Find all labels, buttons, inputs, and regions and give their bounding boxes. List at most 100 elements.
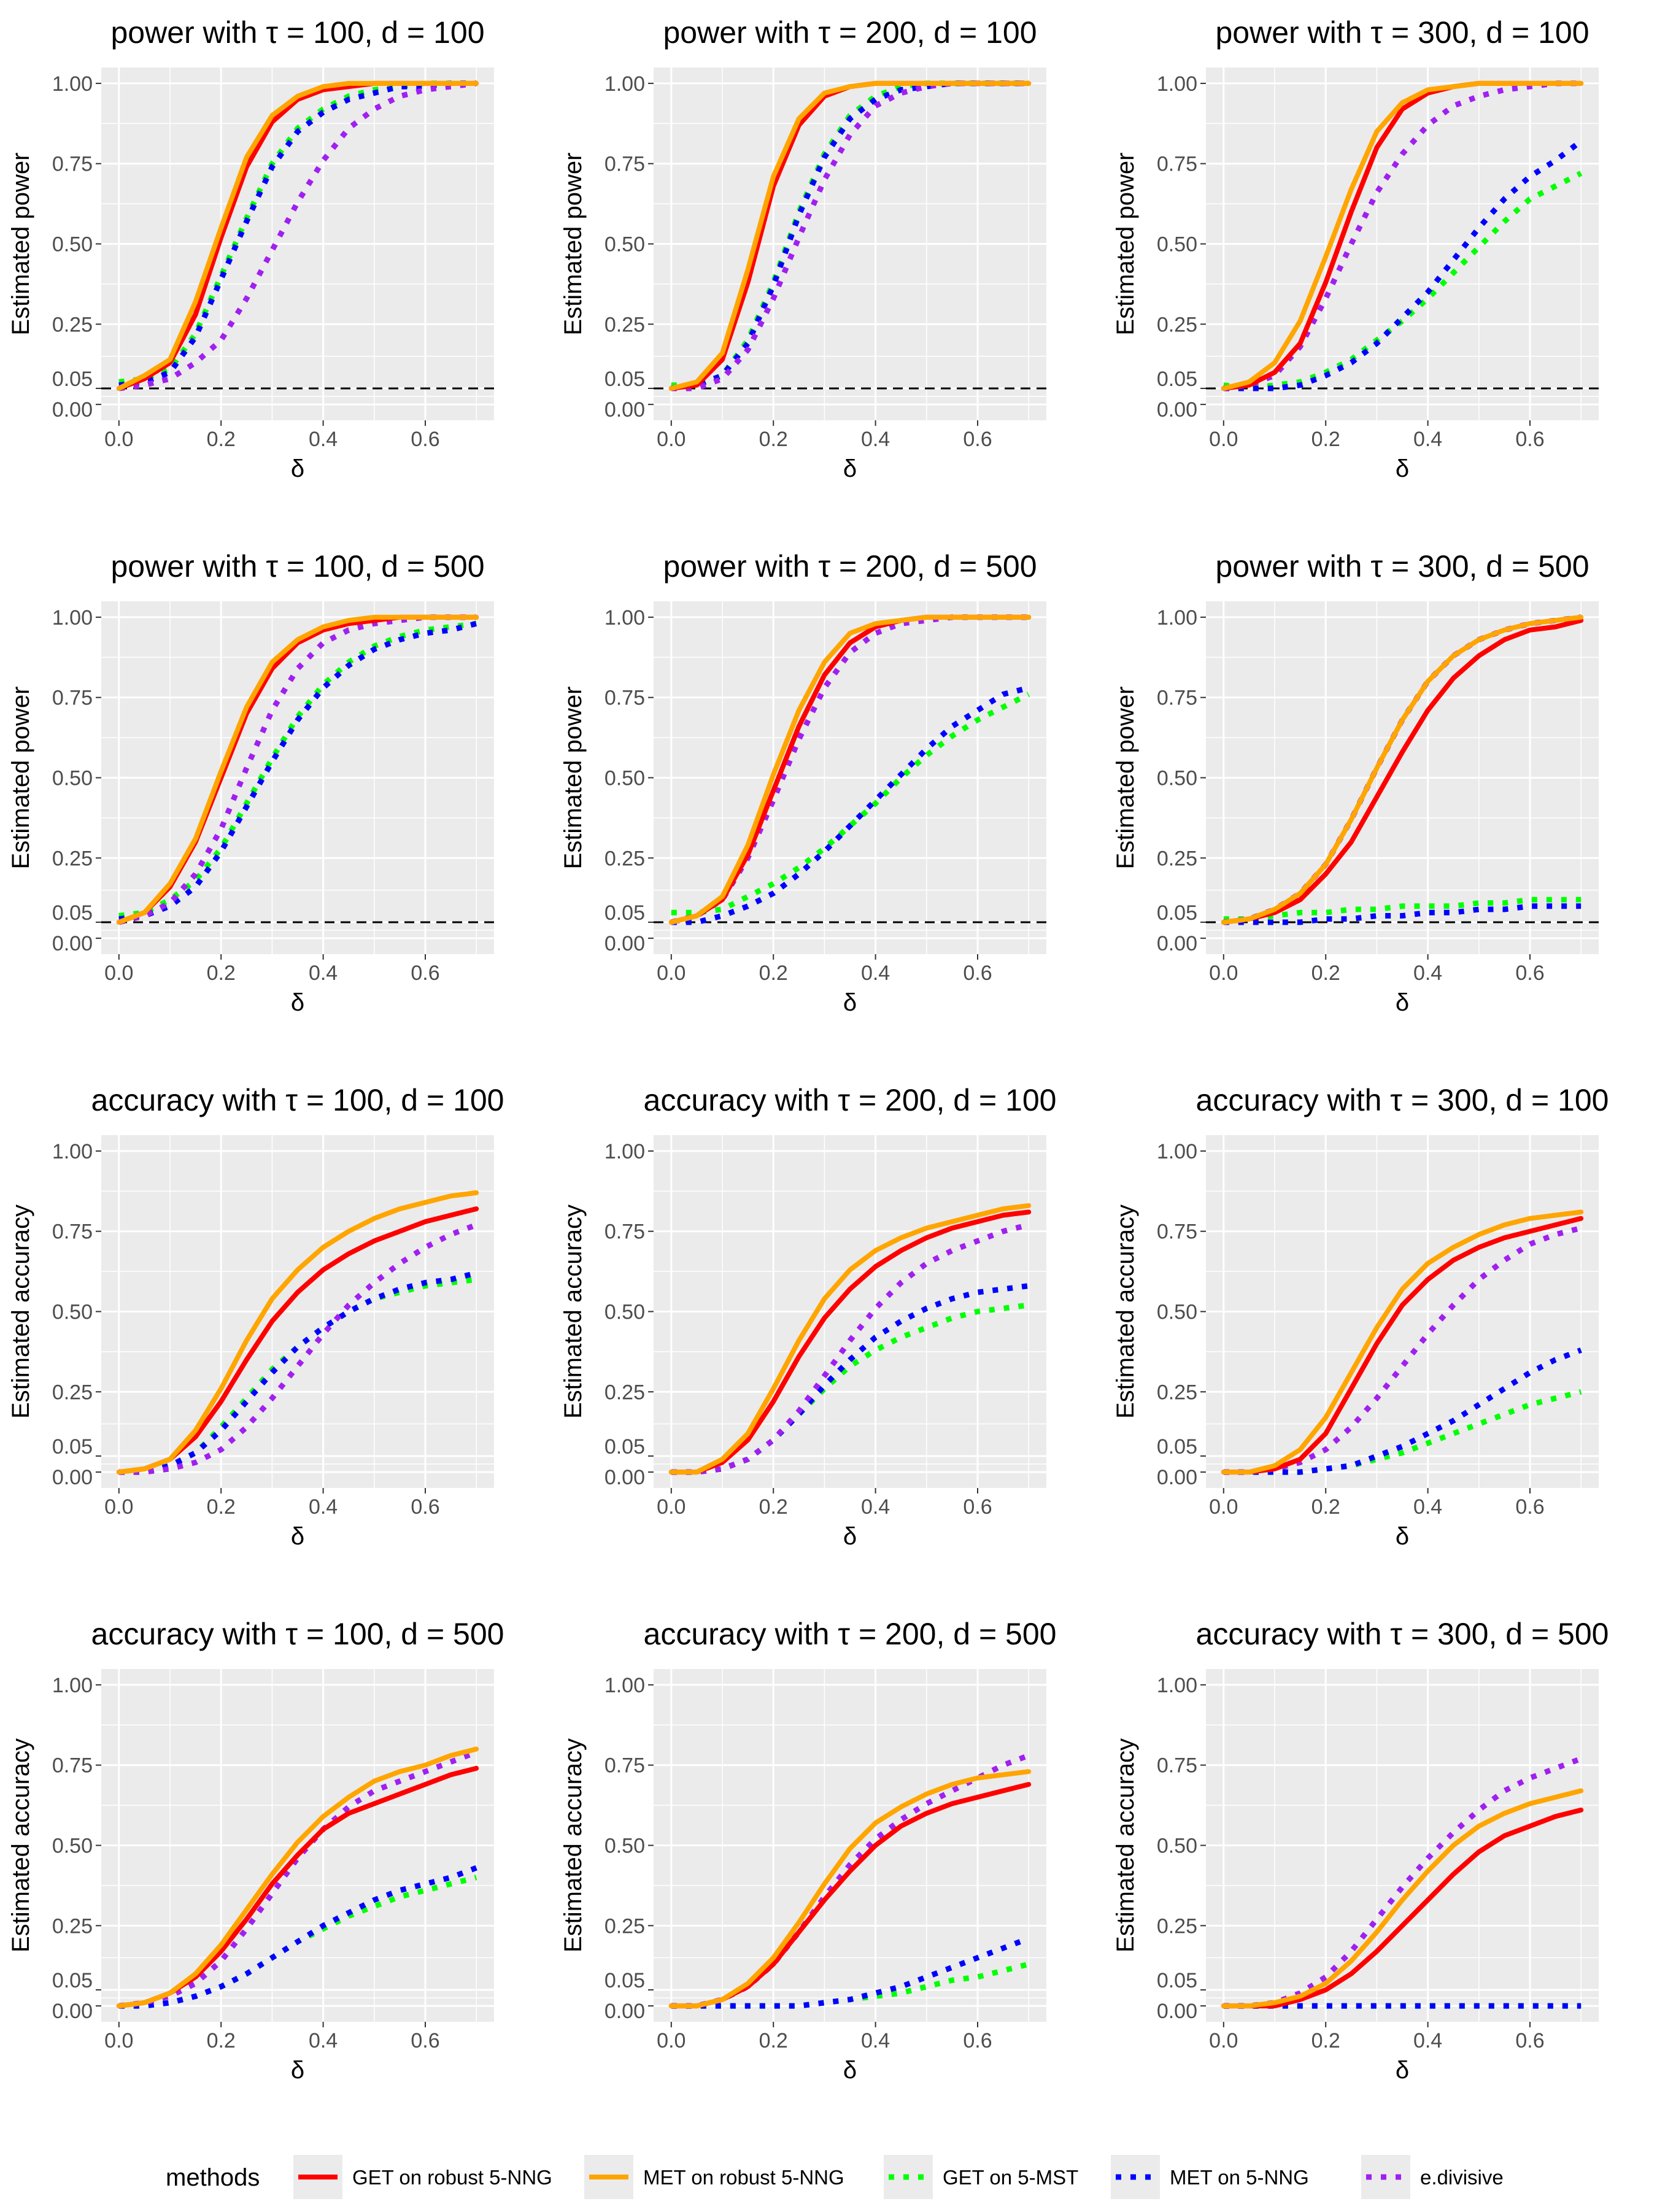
series-line-met-on-5-nng: [118, 1270, 477, 1475]
y-tick-label: 0.00: [604, 2000, 645, 2023]
series-line-met-on-robust-5-nng: [116, 1746, 479, 2009]
y-tick-label: 0.05: [604, 1969, 645, 1992]
series-line-met-on-robust-5-nng: [116, 1190, 479, 1475]
y-tick-label: 1.00: [1157, 606, 1197, 630]
y-tick-label: 0.75: [1157, 687, 1197, 710]
y-tick-label: 0.50: [52, 1301, 93, 1324]
y-tick-label: 0.50: [604, 1835, 645, 1858]
y-tick-label: 0.25: [52, 313, 93, 336]
x-tick-label: 0.6: [411, 961, 439, 985]
x-tick-label: 0.6: [963, 1495, 992, 1519]
x-tick-label: 0.2: [759, 2029, 788, 2052]
y-tick-label: 0.25: [1157, 847, 1197, 870]
x-tick-label: 0.4: [1413, 1495, 1442, 1519]
x-tick-label: 0.0: [104, 428, 133, 451]
y-tick-label: 0.75: [604, 687, 645, 710]
x-tick-label: 0.0: [1209, 1495, 1238, 1519]
series-line-get-on-5-mst: [118, 620, 477, 919]
series-line-get-on-5-mst: [671, 692, 1030, 915]
legend-label: MET on 5-NNG: [1170, 2166, 1309, 2189]
x-axis-label: δ: [291, 2057, 304, 2084]
y-tick-label: 0.00: [604, 398, 645, 422]
series-line-met-on-robust-5-nng: [668, 1203, 1032, 1475]
y-tick-label: 0.25: [604, 1381, 645, 1404]
y-axis-label: Estimated accuracy: [560, 1738, 587, 1952]
x-tick-label: 0.6: [1515, 428, 1544, 451]
series-line-met-on-robust-5-nng: [668, 80, 1032, 391]
x-tick-label: 0.6: [963, 961, 992, 985]
x-tick-label: 0.2: [207, 2029, 236, 2052]
x-tick-label: 0.4: [1413, 961, 1442, 985]
panel-11: 0.0 0.2 0.4 0.6 0.00 0.05 0.25 0.50 0.75 1.00 accu…: [560, 1617, 1056, 2084]
x-axis-label: δ: [291, 455, 304, 482]
series-line-get-on-robust-5-nng: [1221, 1807, 1584, 2009]
legend-item-met-on-robust-5-nng: MET on robust 5-NNG: [584, 2155, 844, 2199]
series-line-get-on-5-mst: [1223, 896, 1582, 922]
panel-6: 0.0 0.2 0.4 0.6 0.00 0.05 0.25 0.50 0.75 1.00 powe…: [1112, 549, 1599, 1016]
y-axis-label: Estimated accuracy: [7, 1204, 34, 1419]
x-tick-label: 0.4: [309, 961, 338, 985]
x-tick-label: 0.6: [411, 1495, 439, 1519]
y-axis-label: Estimated power: [1112, 687, 1139, 869]
x-tick-label: 0.2: [207, 1495, 236, 1519]
panel-3: 0.0 0.2 0.4 0.6 0.00 0.05 0.25 0.50 0.75 1.00 powe…: [1112, 15, 1599, 482]
y-tick-label: 0.05: [52, 901, 93, 925]
series-line-get-on-robust-5-nng: [1221, 618, 1584, 925]
y-tick-label: 1.00: [52, 606, 93, 630]
y-tick-label: 0.05: [1157, 901, 1197, 925]
y-tick-label: 0.05: [1157, 368, 1197, 391]
series-line-met-on-robust-5-nng: [668, 1769, 1032, 2009]
panel-title: accuracy with τ = 300, d = 500: [1196, 1617, 1609, 1651]
x-tick-label: 0.0: [657, 961, 686, 985]
x-tick-label: 0.2: [207, 961, 236, 985]
series-line-met-on-robust-5-nng: [668, 614, 1032, 925]
y-tick-label: 0.75: [604, 1754, 645, 1778]
series-line-met-on-robust-5-nng: [1221, 1788, 1584, 2009]
panel-title: power with τ = 100, d = 100: [110, 15, 484, 50]
x-tick-label: 0.2: [759, 1495, 788, 1519]
y-tick-label: 0.00: [52, 932, 93, 955]
x-tick-label: 0.0: [657, 1495, 686, 1519]
y-tick-label: 0.50: [604, 1301, 645, 1324]
x-tick-label: 0.2: [1311, 961, 1340, 985]
panel-title: accuracy with τ = 100, d = 500: [91, 1617, 504, 1651]
x-tick-label: 0.2: [1311, 428, 1340, 451]
y-tick-label: 0.50: [604, 233, 645, 256]
y-tick-label: 1.00: [604, 606, 645, 630]
y-tick-label: 0.05: [604, 368, 645, 391]
y-tick-label: 0.25: [52, 847, 93, 870]
y-tick-label: 1.00: [52, 1140, 93, 1163]
series-line-get-on-robust-5-nng: [668, 1209, 1032, 1475]
panel-7: 0.0 0.2 0.4 0.6 0.00 0.05 0.25 0.50 0.75 1.00 accu…: [7, 1083, 504, 1550]
y-tick-label: 0.05: [604, 901, 645, 925]
series-line-met-on-5-nng: [118, 620, 477, 922]
panel-title: accuracy with τ = 100, d = 100: [91, 1083, 504, 1117]
panel-1: 0.0 0.2 0.4 0.6 0.00 0.05 0.25 0.50 0.75 1.00 powe…: [7, 15, 494, 482]
panel-10: 0.0 0.2 0.4 0.6 0.00 0.05 0.25 0.50 0.75 1.00 accu…: [7, 1617, 504, 2084]
x-tick-label: 0.0: [104, 2029, 133, 2052]
y-tick-label: 0.25: [1157, 313, 1197, 336]
y-axis-label: Estimated power: [560, 153, 587, 336]
x-tick-label: 0.4: [309, 428, 338, 451]
legend-label: GET on robust 5-NNG: [352, 2166, 552, 2189]
x-tick-label: 0.0: [657, 2029, 686, 2052]
y-tick-label: 0.00: [52, 2000, 93, 2023]
panel-title: accuracy with τ = 200, d = 100: [644, 1083, 1057, 1117]
y-tick-label: 0.25: [604, 313, 645, 336]
y-tick-label: 0.00: [1157, 2000, 1197, 2023]
y-tick-label: 0.75: [1157, 1220, 1197, 1244]
y-axis-label: Estimated power: [560, 687, 587, 869]
x-tick-label: 0.6: [1515, 1495, 1544, 1519]
x-tick-label: 0.0: [1209, 2029, 1238, 2052]
panel-title: power with τ = 300, d = 500: [1215, 549, 1589, 584]
y-tick-label: 0.75: [1157, 1754, 1197, 1778]
y-tick-label: 0.25: [604, 1914, 645, 1938]
series-line-met-on-robust-5-nng: [1221, 80, 1584, 391]
series-line-met-on-5-nng: [118, 80, 477, 388]
x-tick-label: 0.2: [759, 961, 788, 985]
x-tick-label: 0.4: [1413, 428, 1442, 451]
series-line-e-divisive: [118, 1222, 477, 1475]
x-axis-label: δ: [1396, 989, 1409, 1016]
x-tick-label: 0.4: [861, 1495, 890, 1519]
panel-title: power with τ = 100, d = 500: [110, 549, 484, 584]
